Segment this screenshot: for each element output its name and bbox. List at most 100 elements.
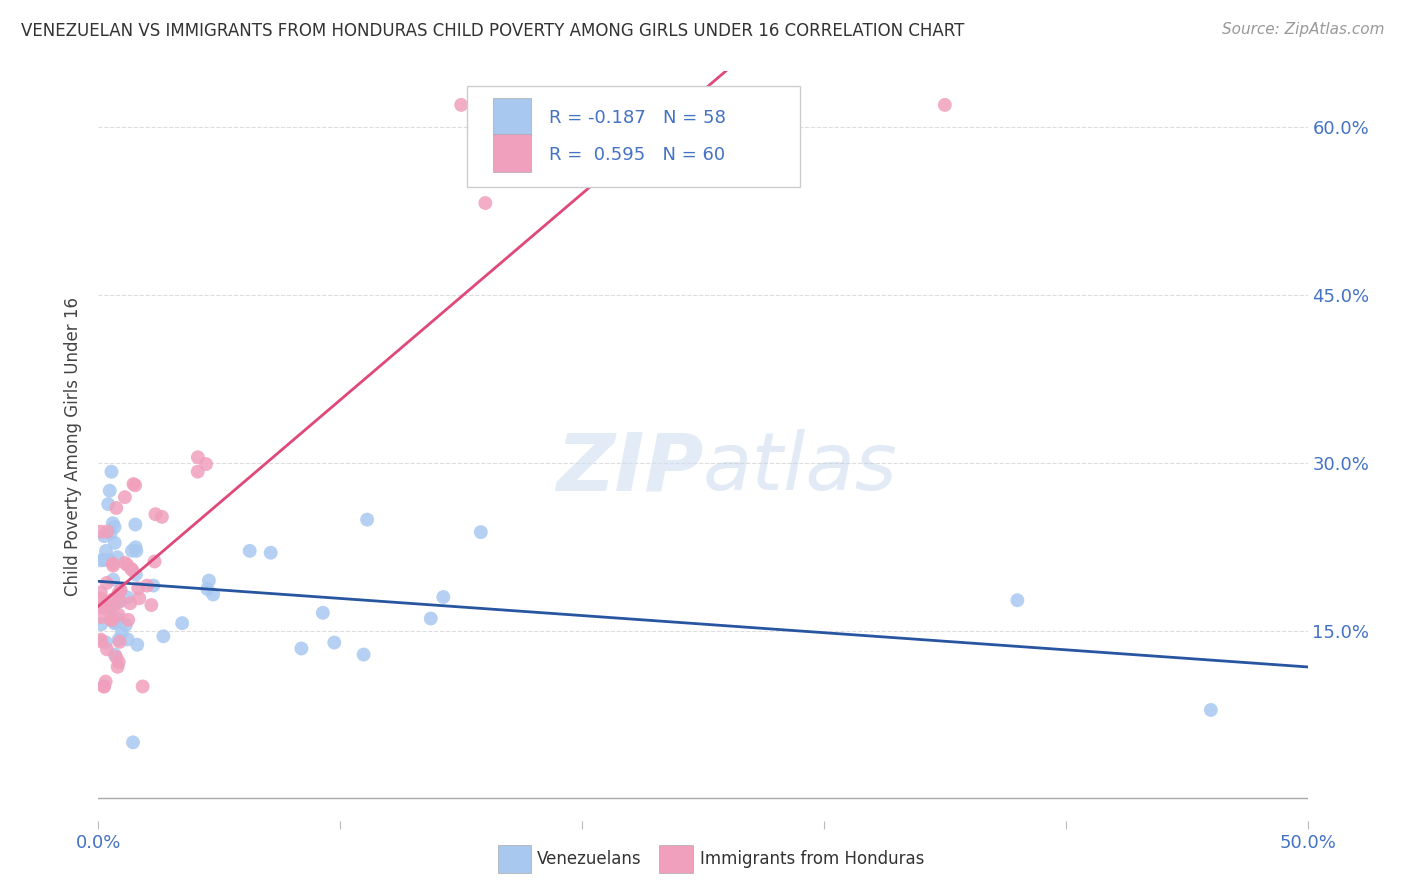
FancyBboxPatch shape: [492, 98, 531, 136]
Point: [122, 477, 145, 491]
Point: [353, 648, 375, 662]
Point: [101, 600, 124, 615]
Point: [120, 562, 142, 576]
Point: [90, 634, 112, 648]
Point: [187, 465, 209, 479]
Point: [117, 613, 139, 627]
Point: [150, 509, 173, 524]
Point: [96, 599, 118, 614]
Text: R = -0.187   N = 58: R = -0.187 N = 58: [550, 109, 727, 127]
Point: [312, 606, 335, 620]
Y-axis label: Child Poverty Among Girls Under 16: Child Poverty Among Girls Under 16: [65, 296, 83, 596]
Point: [141, 598, 163, 612]
Point: [125, 567, 148, 582]
Point: [110, 583, 132, 598]
Point: [198, 574, 221, 588]
Point: [121, 543, 143, 558]
Point: [124, 541, 146, 555]
Point: [114, 490, 136, 504]
Point: [202, 587, 225, 601]
Point: [101, 516, 124, 531]
Point: [91, 599, 114, 613]
Point: [93, 553, 115, 567]
Point: [122, 735, 145, 749]
Point: [124, 517, 146, 532]
Point: [96, 524, 118, 539]
Point: [128, 591, 150, 606]
Point: [152, 629, 174, 643]
Point: [103, 520, 125, 534]
Point: [96, 642, 118, 657]
Point: [101, 592, 124, 607]
Point: [114, 556, 136, 570]
Point: [432, 590, 454, 604]
Point: [107, 550, 129, 565]
Point: [124, 478, 146, 492]
Point: [127, 581, 149, 595]
Point: [474, 196, 496, 211]
Point: [98, 553, 121, 567]
Point: [107, 607, 129, 622]
Point: [239, 544, 262, 558]
Point: [131, 680, 153, 694]
Point: [195, 582, 218, 596]
Point: [323, 635, 346, 649]
Text: Venezuelans: Venezuelans: [537, 850, 641, 868]
Point: [103, 597, 125, 611]
Point: [93, 680, 115, 694]
FancyBboxPatch shape: [492, 135, 531, 172]
Point: [100, 613, 122, 627]
Point: [107, 660, 129, 674]
Point: [94, 635, 117, 649]
Point: [110, 583, 132, 598]
Point: [117, 591, 139, 605]
Point: [619, 98, 641, 112]
Point: [104, 615, 127, 630]
Point: [108, 635, 131, 649]
Point: [121, 563, 143, 577]
Point: [90, 524, 112, 539]
Point: [90, 632, 112, 647]
Point: [103, 558, 125, 573]
Point: [1199, 703, 1222, 717]
Point: [97, 497, 120, 511]
Point: [91, 601, 114, 615]
Point: [110, 594, 132, 608]
Point: [136, 579, 159, 593]
Point: [90, 553, 112, 567]
Point: [93, 529, 115, 543]
Point: [120, 596, 142, 610]
Point: [103, 616, 125, 631]
Point: [260, 546, 283, 560]
Point: [145, 507, 167, 521]
Point: [101, 573, 124, 587]
Text: atlas: atlas: [703, 429, 898, 508]
Point: [114, 618, 136, 632]
Text: ZIP: ZIP: [555, 429, 703, 508]
Point: [100, 526, 122, 541]
Point: [96, 575, 118, 590]
Point: [547, 98, 569, 112]
Point: [107, 586, 129, 600]
Point: [187, 450, 209, 465]
Point: [101, 557, 124, 571]
Point: [117, 632, 139, 647]
Point: [450, 98, 472, 112]
Point: [90, 591, 112, 606]
Point: [172, 616, 194, 631]
Point: [90, 585, 112, 599]
FancyBboxPatch shape: [467, 87, 800, 187]
Point: [1007, 593, 1029, 607]
Point: [105, 650, 128, 665]
Text: Source: ZipAtlas.com: Source: ZipAtlas.com: [1222, 22, 1385, 37]
Point: [115, 558, 138, 572]
Point: [125, 544, 148, 558]
Point: [470, 525, 492, 540]
Point: [127, 638, 149, 652]
Point: [98, 483, 121, 498]
Text: Immigrants from Honduras: Immigrants from Honduras: [700, 850, 925, 868]
Point: [105, 500, 128, 515]
Point: [107, 632, 129, 647]
Point: [107, 612, 129, 626]
Point: [142, 579, 165, 593]
